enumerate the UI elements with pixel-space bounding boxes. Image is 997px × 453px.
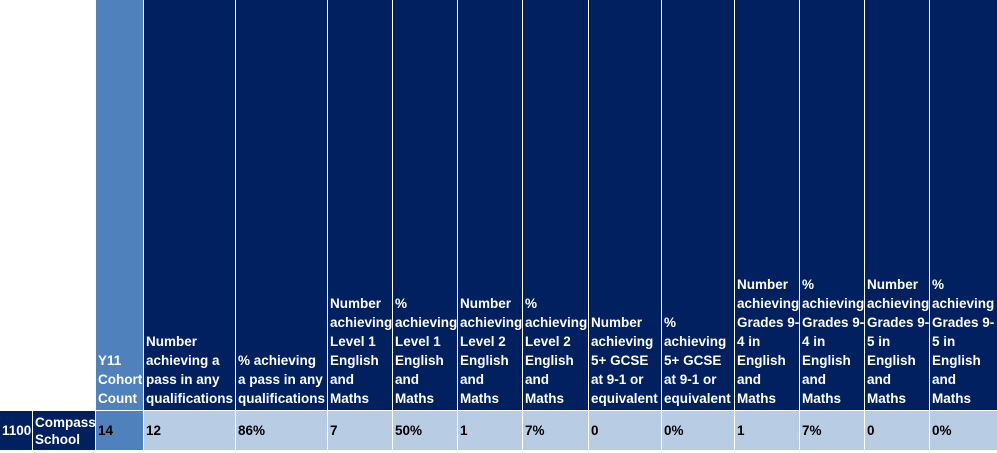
header-number-grades-9-4: Number achieving Grades 9-4 in English a… (735, 0, 800, 410)
header-number-level2: Number achieving Level 2 English and Mat… (458, 0, 523, 410)
cell-number-5gcse: 0 (589, 410, 662, 450)
cell-pct-level1: 50% (393, 410, 458, 450)
header-y11-cohort-count: Y11 Cohort Count (96, 0, 144, 410)
school-name: Compass School (33, 410, 96, 450)
header-pct-grades-9-4: % achieving Grades 9-4 in English and Ma… (800, 0, 865, 410)
header-number-grades-9-5: Number achieving Grades 9-5 in English a… (865, 0, 930, 410)
table-row: 1100 Compass School 14 12 86% 7 50% 1 7%… (0, 410, 997, 450)
cell-pct-grades-9-4: 7% (800, 410, 865, 450)
cell-pct-grades-9-5: 0% (930, 410, 997, 450)
header-pct-5gcse: % achieving 5+ GCSE at 9-1 or equivalent (662, 0, 735, 410)
header-number-level1: Number achieving Level 1 English and Mat… (328, 0, 393, 410)
header-pct-level2: % achieving Level 2 English and Maths (523, 0, 589, 410)
header-number-pass-any: Number achieving a pass in any qualifica… (144, 0, 236, 410)
cell-number-grades-9-4: 1 (735, 410, 800, 450)
header-blank-school (33, 0, 96, 410)
header-pct-pass-any: % achieving a pass in any qualifications (236, 0, 328, 410)
cell-pct-level2: 7% (523, 410, 589, 450)
cell-y11-cohort-count: 14 (96, 410, 144, 450)
school-code: 1100 (0, 410, 33, 450)
cell-number-level2: 1 (458, 410, 523, 450)
cell-number-grades-9-5: 0 (865, 410, 930, 450)
header-number-5gcse: Number achieving 5+ GCSE at 9-1 or equiv… (589, 0, 662, 410)
cell-pct-pass-any: 86% (236, 410, 328, 450)
cell-number-pass-any: 12 (144, 410, 236, 450)
header-blank-code (0, 0, 33, 410)
cell-pct-5gcse: 0% (662, 410, 735, 450)
header-pct-level1: % achieving Level 1 English and Maths (393, 0, 458, 410)
cell-number-level1: 7 (328, 410, 393, 450)
header-pct-grades-9-5: % achieving Grades 9-5 in English and Ma… (930, 0, 997, 410)
table-header-row: Y11 Cohort Count Number achieving a pass… (0, 0, 997, 410)
